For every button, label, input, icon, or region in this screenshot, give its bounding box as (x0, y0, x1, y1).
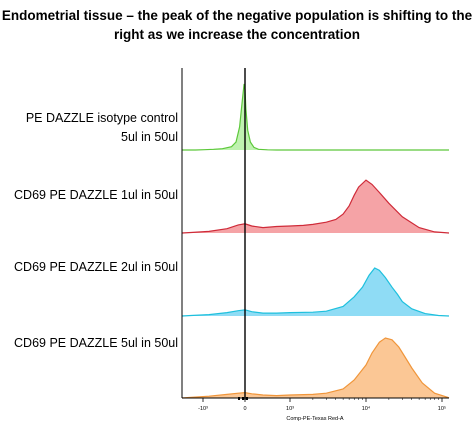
histogram-fill-0 (182, 84, 449, 150)
histogram-fill-2 (182, 268, 449, 316)
series-label-5ul-text: CD69 PE DAZZLE 5ul in 50ul (14, 336, 178, 350)
series-label-5ul: CD69 PE DAZZLE 5ul in 50ul (14, 334, 178, 353)
histogram-fill-3 (182, 338, 449, 398)
series-label-1ul-text: CD69 PE DAZZLE 1ul in 50ul (14, 188, 178, 202)
x-tick-label-0: -10³ (198, 406, 208, 412)
series-label-1ul: CD69 PE DAZZLE 1ul in 50ul (14, 186, 178, 205)
x-axis-label: Comp-PE-Texas Red-A (286, 416, 343, 422)
x-tick-label-4: 10⁵ (438, 405, 446, 412)
series-label-isotype-line-2: 5ul in 50ul (121, 130, 178, 144)
zero-region-mark-2 (246, 397, 248, 400)
series-label-2ul-text: CD69 PE DAZZLE 2ul in 50ul (14, 260, 178, 274)
histogram-line-2 (181, 267, 450, 317)
histogram-fill-1 (182, 180, 449, 233)
x-tick-label-1: 0 (243, 406, 246, 412)
chart-title: Endometrial tissue – the peak of the neg… (0, 6, 474, 44)
histogram-line-1 (181, 179, 450, 234)
series-label-isotype-line-1: PE DAZZLE isotype control (25, 111, 178, 125)
zero-region-mark-0 (238, 397, 240, 400)
chart-title-line-2: right as we increase the concentration (113, 27, 361, 42)
chart-title-line-1: Endometrial tissue – the peak of the neg… (1, 8, 473, 23)
zero-region-mark-1 (242, 397, 244, 400)
histogram-line-0 (182, 83, 449, 151)
x-tick-label-2: 10³ (286, 406, 294, 412)
histogram-line-3 (181, 337, 450, 399)
x-tick-label-3: 10⁴ (362, 405, 371, 412)
series-label-isotype: PE DAZZLE isotype control 5ul in 50ul (26, 109, 178, 147)
series-label-2ul: CD69 PE DAZZLE 2ul in 50ul (14, 258, 178, 277)
